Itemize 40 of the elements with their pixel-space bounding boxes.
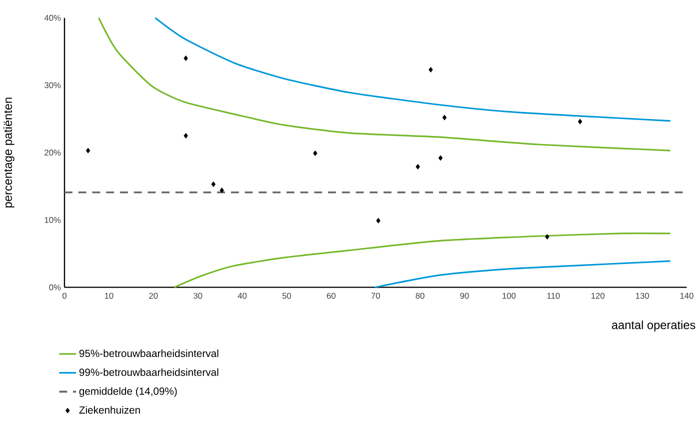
y-axis-title: percentage patiënten — [3, 98, 14, 208]
legend-label: gemiddelde (14,09%) — [79, 387, 177, 397]
x-tick-label: 0 — [62, 292, 66, 299]
x-tick-label: 70 — [371, 292, 380, 299]
point — [416, 164, 420, 170]
legend-label: 99%-betrouwbaarheidsinterval — [79, 368, 218, 376]
point — [428, 66, 433, 72]
point — [376, 218, 380, 224]
line-series — [173, 232, 672, 288]
point — [220, 188, 224, 194]
x-tick-label: 10 — [104, 292, 114, 299]
point — [438, 155, 443, 161]
y-tick-label: 40% — [44, 14, 61, 21]
x-tick-label: 140 — [680, 292, 694, 299]
y-tick-label: 10% — [44, 216, 61, 223]
x-tick-label: 40 — [238, 292, 247, 299]
point — [545, 234, 550, 240]
x-tick-label: 50 — [282, 292, 292, 299]
x-tick-label: 80 — [416, 292, 424, 299]
point — [86, 148, 90, 154]
x-tick-label: 60 — [326, 292, 336, 299]
legend-label: Ziekenhuizen — [79, 406, 140, 414]
line-series — [98, 17, 672, 152]
point — [578, 118, 582, 124]
legend-label: 95%-betrouwbaarheidsinterval — [79, 349, 218, 358]
x-axis-title: aantal operaties — [612, 320, 696, 332]
x-tick-label: 120 — [591, 292, 605, 299]
y-tick-label: 20% — [44, 150, 61, 156]
y-tick-label: 0% — [49, 284, 61, 290]
x-tick-label: 130 — [636, 292, 649, 299]
x-tick-label: 110 — [547, 292, 560, 299]
point — [442, 114, 447, 120]
x-tick-label: 100 — [502, 292, 516, 299]
x-tick-label: 90 — [460, 292, 469, 299]
y-tick-label: 30% — [44, 82, 61, 88]
point — [211, 181, 216, 188]
line-series — [154, 17, 672, 122]
line-series — [374, 260, 672, 288]
x-tick-label: 30 — [193, 292, 202, 299]
x-tick-label: 20 — [149, 292, 158, 299]
